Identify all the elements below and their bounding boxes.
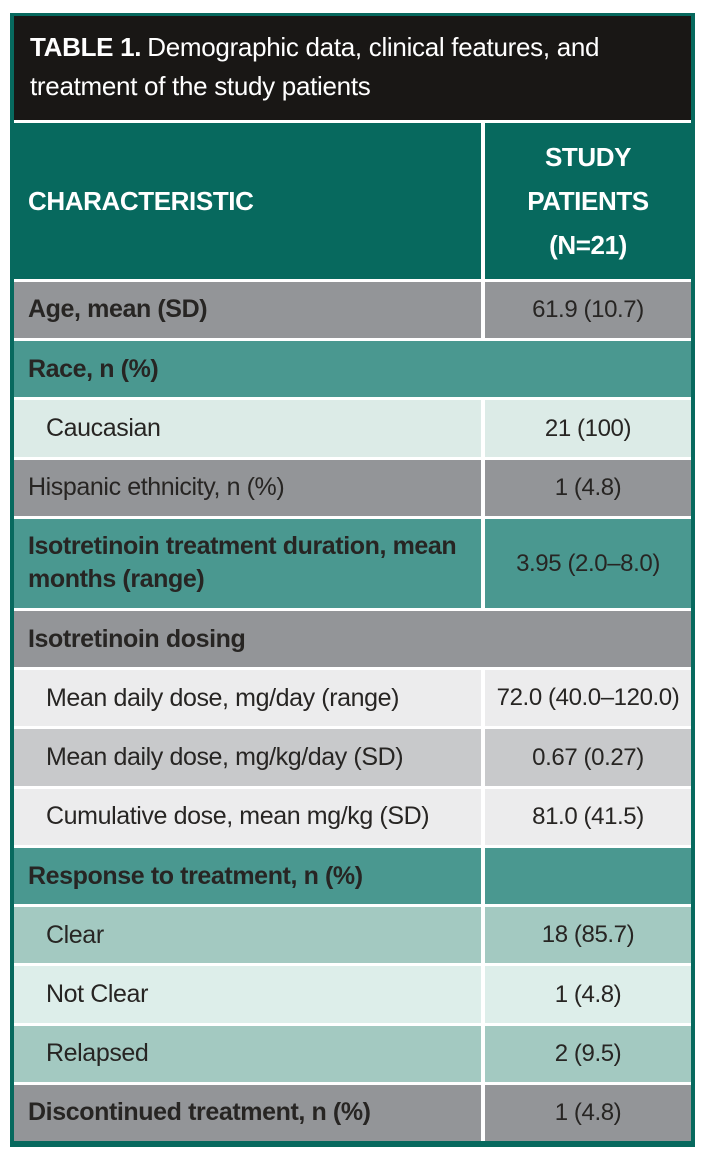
row-label: Isotretinoin dosing [14, 610, 691, 668]
table-header-row: CHARACTERISTIC STUDY PATIENTS (N=21) [14, 123, 691, 279]
row-value: 1 (4.8) [481, 459, 691, 516]
table-row: Not Clear 1 (4.8) [14, 963, 691, 1023]
row-label: Cumulative dose, mean mg/kg (SD) [14, 788, 481, 845]
row-label: Mean daily dose, mg/kg/day (SD) [14, 729, 481, 786]
table-body: CHARACTERISTIC STUDY PATIENTS (N=21) Age… [14, 123, 691, 1142]
table-row: Isotretinoin treatment duration, mean mo… [14, 515, 691, 608]
row-value: 1 (4.8) [481, 966, 691, 1023]
row-value: 72.0 (40.0–120.0) [481, 670, 691, 727]
row-label: Race, n (%) [14, 341, 691, 398]
table-row: Hispanic ethnicity, n (%) 1 (4.8) [14, 456, 691, 516]
table-title-text: Demographic data, clinical features, and… [30, 32, 600, 101]
column-header-study-patients: STUDY PATIENTS (N=21) [481, 123, 691, 279]
row-label: Response to treatment, n (%) [14, 847, 481, 905]
table-title-bar: TABLE 1. Demographic data, clinical featu… [14, 16, 691, 123]
table-row: Race, n (%) [14, 338, 691, 398]
row-value: 3.95 (2.0–8.0) [481, 518, 691, 608]
row-label: Hispanic ethnicity, n (%) [14, 459, 481, 516]
row-label: Clear [14, 907, 481, 964]
table-row: Mean daily dose, mg/day (range) 72.0 (40.… [14, 667, 691, 727]
table-row: Response to treatment, n (%) [14, 844, 691, 905]
row-label: Isotretinoin treatment duration, mean mo… [14, 518, 481, 608]
row-label: Relapsed [14, 1025, 481, 1082]
table-row: Cumulative dose, mean mg/kg (SD) 81.0 (41… [14, 785, 691, 845]
row-label: Caucasian [14, 400, 481, 457]
row-label: Mean daily dose, mg/day (range) [14, 670, 481, 727]
table-row: Age, mean (SD) 61.9 (10.7) [14, 278, 691, 339]
row-value: 2 (9.5) [481, 1025, 691, 1082]
row-value: 1 (4.8) [481, 1084, 691, 1142]
row-value: 21 (100) [481, 400, 691, 457]
row-value [481, 847, 691, 905]
table-row: Mean daily dose, mg/kg/day (SD) 0.67 (0.2… [14, 726, 691, 786]
row-value: 81.0 (41.5) [481, 788, 691, 845]
table-card: TABLE 1. Demographic data, clinical featu… [10, 13, 695, 1147]
row-value: 18 (85.7) [481, 907, 691, 964]
column-header-characteristic: CHARACTERISTIC [14, 123, 481, 279]
row-label: Age, mean (SD) [14, 281, 481, 339]
row-label: Not Clear [14, 966, 481, 1023]
table-row: Discontinued treatment, n (%) 1 (4.8) [14, 1081, 691, 1142]
row-value: 0.67 (0.27) [481, 729, 691, 786]
table-row: Relapsed 2 (9.5) [14, 1022, 691, 1082]
table-row: Caucasian 21 (100) [14, 397, 691, 457]
row-value: 61.9 (10.7) [481, 281, 691, 339]
table-row: Clear 18 (85.7) [14, 904, 691, 964]
table-row: Isotretinoin dosing [14, 607, 691, 668]
row-label: Discontinued treatment, n (%) [14, 1084, 481, 1142]
table-number: TABLE 1. [30, 32, 142, 62]
